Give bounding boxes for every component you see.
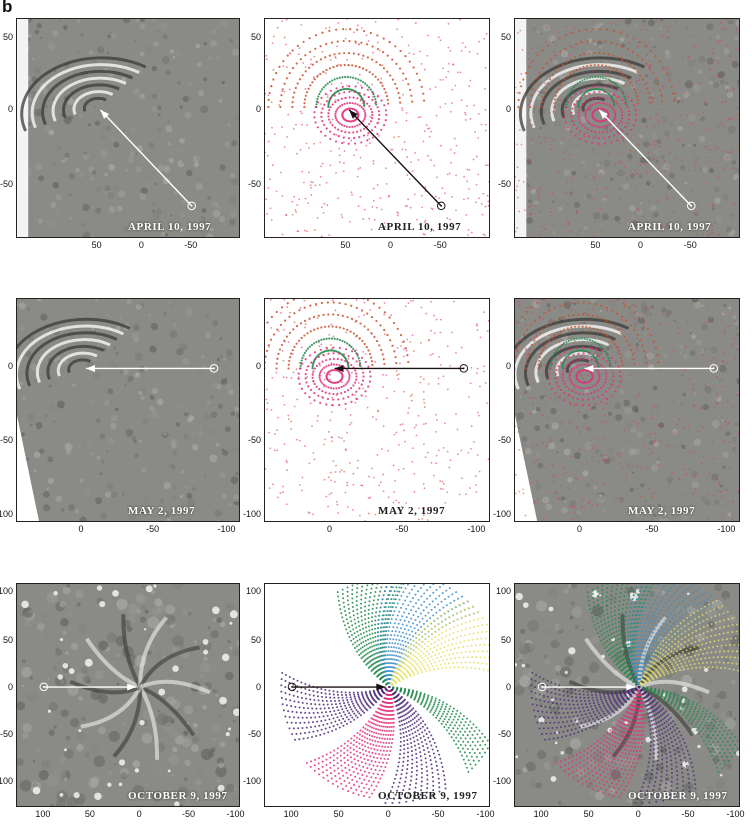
overlay-image: ⊙: [515, 584, 739, 806]
panel-letter: b: [2, 0, 13, 16]
x-tick-label: 50: [583, 809, 594, 819]
plot-frame: ⊙: [264, 583, 490, 807]
overlay-image: ⊙: [515, 299, 739, 521]
x-tick-label: -100: [726, 809, 745, 819]
x-tick-label: 0: [385, 809, 391, 819]
y-tick-label: 50: [500, 635, 511, 646]
y-tick-label: 0: [7, 361, 13, 372]
plot-frame: ⊙: [514, 583, 740, 807]
plot-frame: ⊙: [264, 18, 490, 238]
y-tick-label: -50: [247, 435, 261, 446]
x-tick-label: -50: [395, 524, 409, 534]
observation-image: ⊙: [17, 584, 239, 806]
x-tick-label: 0: [635, 809, 641, 819]
y-tick-label: 50: [2, 31, 13, 42]
x-tick-label: -100: [217, 524, 236, 534]
sun-marker: ⊙: [38, 680, 49, 695]
sun-marker: ⊙: [686, 199, 697, 214]
observation-image: ⊙: [17, 19, 239, 237]
x-tick-label: 100: [533, 809, 549, 819]
x-tick-label: 50: [91, 240, 102, 250]
plot-frame: ⊙: [16, 18, 240, 238]
y-tick-label: 50: [250, 31, 261, 42]
x-tick-label: -100: [717, 524, 736, 534]
y-tick-label: 50: [500, 31, 511, 42]
y-tick-label: -50: [497, 179, 511, 190]
y-tick-label: -50: [0, 435, 13, 446]
x-tick-label: 100: [35, 809, 51, 819]
x-tick-label: 100: [283, 809, 299, 819]
y-tick-label: 0: [505, 361, 511, 372]
x-tick-label: -50: [181, 809, 195, 819]
y-tick-label: 0: [7, 682, 13, 693]
y-tick-label: -100: [242, 509, 261, 520]
y-tick-label: 100: [0, 585, 13, 596]
x-tick-label: -50: [645, 524, 659, 534]
y-tick-label: -50: [497, 435, 511, 446]
x-tick-label: 50: [340, 240, 351, 250]
y-tick-label: -100: [0, 776, 13, 787]
x-tick-label: -100: [476, 809, 495, 819]
overlay-image: ⊙: [515, 19, 739, 237]
y-tick-label: 0: [255, 361, 261, 372]
x-tick-label: 0: [327, 524, 333, 534]
y-tick-label: -100: [492, 509, 511, 520]
y-tick-label: 100: [495, 585, 511, 596]
sun-marker: ⊙: [708, 361, 719, 376]
y-tick-label: -100: [242, 776, 261, 787]
sun-marker: ⊙: [458, 361, 469, 376]
model-image: ⊙: [265, 299, 489, 521]
y-tick-label: 0: [7, 104, 13, 115]
x-tick-label: 0: [577, 524, 583, 534]
plot-frame: ⊙: [264, 298, 490, 522]
y-tick-label: 0: [505, 104, 511, 115]
x-tick-label: -100: [226, 809, 245, 819]
x-tick-label: 50: [333, 809, 344, 819]
x-tick-label: 50: [84, 809, 95, 819]
y-tick-label: 0: [255, 682, 261, 693]
y-tick-label: 50: [2, 635, 13, 646]
y-tick-label: -50: [497, 729, 511, 740]
y-tick-label: -100: [0, 509, 13, 520]
y-tick-label: -50: [0, 729, 13, 740]
x-tick-label: 0: [638, 240, 644, 250]
sun-marker: ⊙: [287, 680, 298, 695]
x-tick-label: -50: [433, 240, 447, 250]
sun-marker: ⊙: [436, 199, 447, 214]
model-image: ⊙: [265, 584, 489, 806]
x-tick-label: 0: [138, 240, 144, 250]
x-tick-label: 0: [78, 524, 84, 534]
model-image: ⊙: [265, 19, 489, 237]
y-tick-label: 0: [505, 682, 511, 693]
x-tick-label: -50: [431, 809, 445, 819]
x-tick-label: -50: [681, 809, 695, 819]
plot-frame: ⊙: [514, 18, 740, 238]
plot-frame: ⊙: [514, 298, 740, 522]
sun-marker: ⊙: [537, 680, 548, 695]
y-tick-label: -50: [0, 179, 13, 190]
y-tick-label: 0: [255, 104, 261, 115]
observation-image: ⊙: [17, 299, 239, 521]
x-tick-label: -100: [467, 524, 486, 534]
y-tick-label: 100: [245, 585, 261, 596]
x-tick-label: -50: [683, 240, 697, 250]
plot-frame: ⊙: [16, 583, 240, 807]
y-tick-label: -50: [247, 729, 261, 740]
x-tick-label: -50: [146, 524, 160, 534]
x-tick-label: 50: [590, 240, 601, 250]
sun-marker: ⊙: [186, 199, 197, 214]
x-tick-label: 0: [388, 240, 394, 250]
x-tick-label: 0: [136, 809, 142, 819]
plot-frame: ⊙: [16, 298, 240, 522]
y-tick-label: -50: [247, 179, 261, 190]
x-tick-label: -50: [184, 240, 198, 250]
y-tick-label: 50: [250, 635, 261, 646]
y-tick-label: -100: [492, 776, 511, 787]
sun-marker: ⊙: [209, 361, 220, 376]
